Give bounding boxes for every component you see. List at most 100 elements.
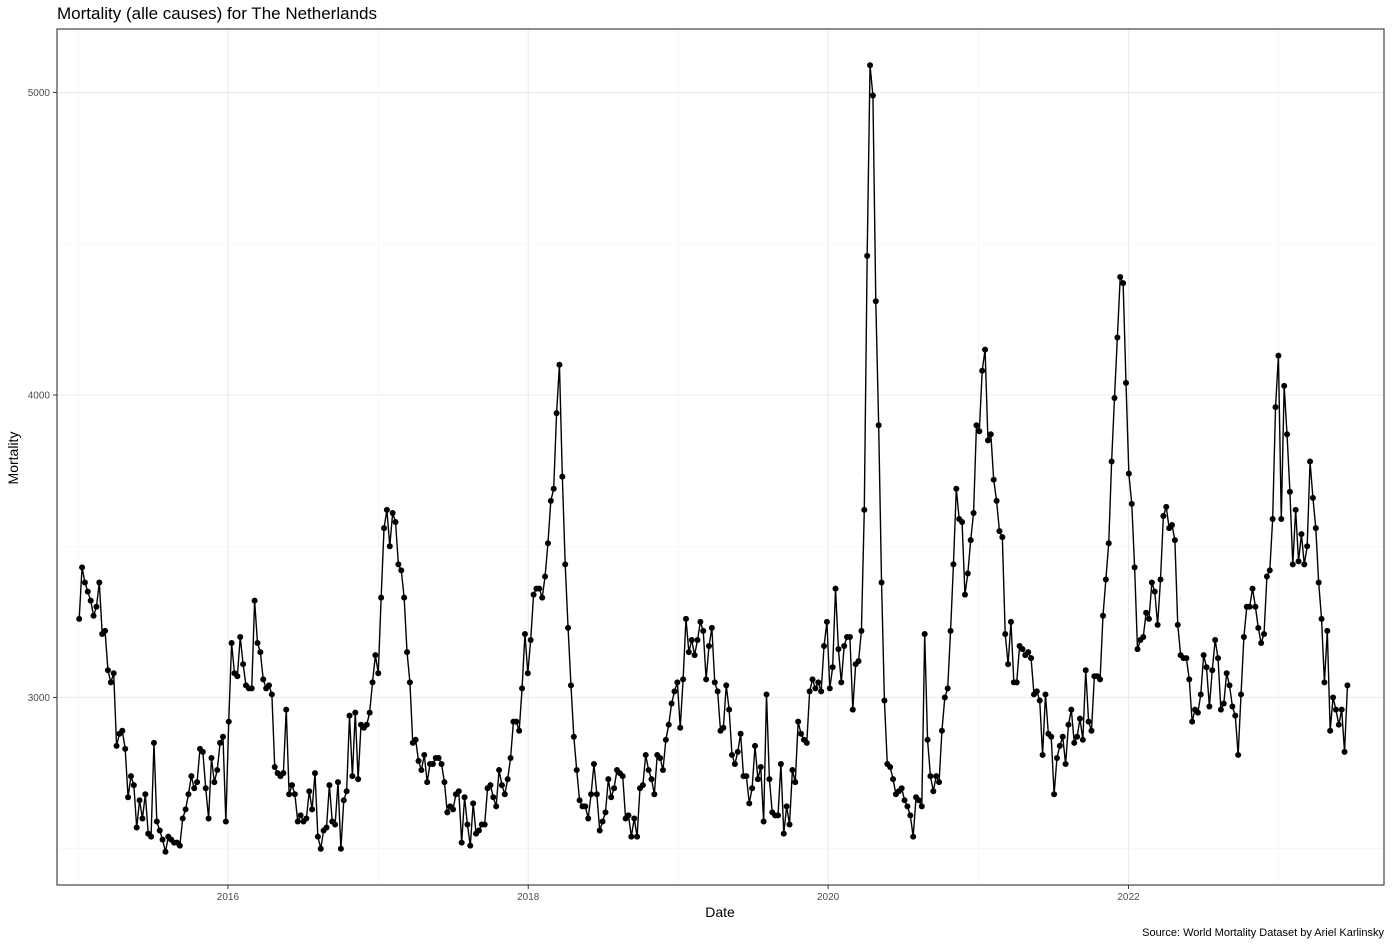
data-point (280, 770, 287, 777)
data-point (369, 679, 376, 686)
data-point (1065, 721, 1072, 728)
data-point (904, 803, 911, 810)
data-point (602, 809, 609, 816)
data-point (1028, 655, 1035, 662)
data-point (1292, 506, 1299, 513)
data-point (283, 706, 290, 713)
data-point (668, 700, 675, 707)
data-point (1338, 706, 1345, 713)
data-point (700, 627, 707, 634)
data-point (867, 62, 874, 69)
data-point (596, 827, 603, 834)
data-point (240, 661, 247, 668)
data-point (1318, 615, 1325, 622)
data-point (404, 649, 411, 656)
data-point (907, 812, 914, 819)
data-point (910, 833, 917, 840)
data-point (107, 679, 114, 686)
data-point (766, 776, 773, 783)
data-point (122, 745, 129, 752)
data-point (737, 730, 744, 737)
data-point (1197, 691, 1204, 698)
data-point (714, 688, 721, 695)
axes: 3000 4000 5000 2016 2018 2020 2022 (28, 88, 1140, 903)
data-point (1286, 488, 1293, 495)
data-point (312, 770, 318, 777)
mortality-line (78, 64, 1349, 853)
data-point (1321, 679, 1328, 686)
data-point (1203, 664, 1210, 671)
data-point (133, 824, 140, 831)
data-point (251, 597, 258, 604)
data-point (363, 721, 370, 728)
data-point (550, 485, 557, 492)
data-point (254, 640, 261, 647)
data-point (562, 561, 569, 568)
data-point (366, 709, 373, 716)
data-point (726, 706, 733, 713)
data-point (1223, 670, 1230, 677)
data-point (496, 767, 503, 774)
data-point (81, 579, 88, 586)
data-point (1059, 733, 1066, 740)
data-point (829, 664, 836, 671)
data-point (1307, 458, 1314, 465)
data-point (1327, 727, 1334, 734)
data-point (458, 839, 465, 846)
data-point (680, 676, 687, 683)
data-point (389, 509, 396, 516)
data-point (559, 473, 566, 480)
data-point (326, 782, 333, 789)
y-tick-label: 5000 (28, 88, 51, 99)
data-point (1128, 500, 1135, 507)
data-point (858, 627, 865, 634)
data-point (335, 779, 342, 786)
data-point (815, 679, 822, 686)
data-point (752, 742, 759, 749)
data-point (777, 761, 784, 768)
data-point (976, 428, 983, 435)
data-point (412, 736, 419, 743)
data-point (381, 525, 388, 532)
data-point (599, 818, 606, 825)
data-point (260, 676, 267, 683)
data-point (918, 803, 925, 810)
data-point (1114, 334, 1121, 341)
data-point (1324, 627, 1331, 634)
data-point (467, 842, 474, 849)
data-point (746, 800, 753, 807)
data-point (424, 779, 431, 786)
x-tick-label: 2022 (1117, 892, 1140, 903)
data-point (573, 767, 580, 774)
data-point (685, 649, 692, 656)
y-tick-label: 4000 (28, 390, 51, 401)
panel-border (56, 28, 1385, 886)
data-point (1194, 709, 1201, 716)
data-point (593, 791, 600, 798)
data-point (383, 506, 390, 513)
data-point (291, 791, 298, 798)
data-point (268, 691, 275, 698)
data-point (1025, 649, 1032, 656)
data-point (1039, 751, 1046, 758)
data-point (1174, 621, 1181, 628)
data-point (1160, 512, 1167, 519)
data-point (1301, 561, 1308, 568)
data-point (76, 615, 83, 622)
data-point (625, 812, 632, 819)
data-point (1295, 558, 1302, 565)
data-point (941, 694, 948, 701)
data-point (657, 754, 664, 761)
data-point (996, 528, 1003, 535)
data-point (202, 785, 209, 792)
data-point (1125, 470, 1132, 477)
data-point (973, 422, 980, 429)
data-point (1332, 706, 1339, 713)
data-point (102, 627, 109, 634)
data-point (1341, 748, 1348, 755)
data-point (1085, 718, 1092, 725)
data-point (993, 497, 1000, 504)
data-point (343, 788, 350, 795)
data-point (990, 476, 997, 483)
